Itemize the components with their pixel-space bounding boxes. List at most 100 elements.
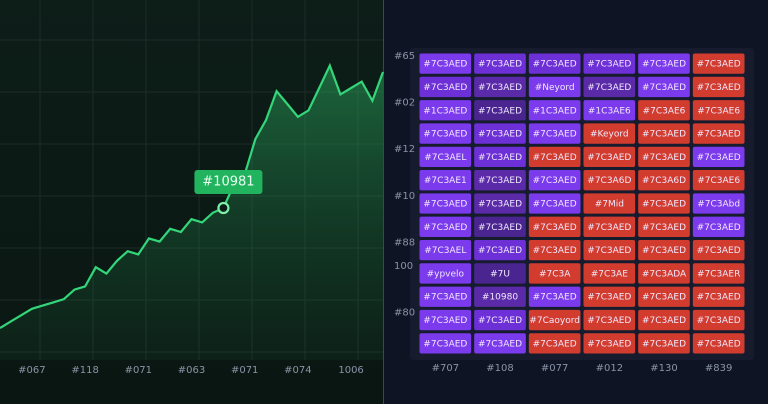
tile bbox=[638, 333, 690, 354]
tile bbox=[419, 100, 472, 121]
tile-label: #7C3AED bbox=[697, 60, 741, 70]
tile-label: #7C3AED bbox=[697, 223, 741, 233]
tile-label: #7C3AED bbox=[423, 60, 467, 70]
row-label: #65 bbox=[394, 51, 415, 62]
tile-label: #7C3AED bbox=[587, 246, 631, 256]
tile-label: #7C3AED bbox=[587, 223, 631, 233]
tile bbox=[583, 53, 636, 74]
tile-label: #7C3AED bbox=[642, 153, 686, 163]
tile bbox=[638, 146, 690, 168]
column-label: #108 bbox=[486, 363, 513, 374]
tile-label: #7C3AED bbox=[533, 246, 577, 256]
x-tick-label: #063 bbox=[178, 365, 205, 376]
tile-label: #7C3AED bbox=[423, 130, 467, 140]
tile-label: #7C3AED bbox=[642, 200, 686, 210]
tile-label: #7C3A6D bbox=[587, 176, 631, 186]
tile-label: #7C3Abd bbox=[697, 200, 740, 210]
tile-label: #7C3AED bbox=[533, 223, 577, 233]
tile-label: #7C3AED bbox=[697, 339, 741, 349]
tile bbox=[474, 53, 526, 74]
tile bbox=[583, 100, 636, 121]
tile-label: #7C3AEL bbox=[424, 153, 466, 163]
tile bbox=[474, 286, 526, 307]
tile-label: #7C3AED bbox=[642, 316, 686, 326]
column-label: #707 bbox=[432, 363, 459, 374]
tile bbox=[474, 333, 526, 354]
tile bbox=[638, 263, 690, 284]
tile-label: #7C3AED bbox=[533, 176, 577, 186]
tile-label: #7C3AE1 bbox=[424, 176, 467, 186]
tile bbox=[419, 170, 472, 191]
tile-label: #7C3AED bbox=[423, 339, 467, 349]
x-tick-label: #074 bbox=[284, 365, 311, 376]
tile bbox=[692, 146, 745, 168]
tile bbox=[638, 123, 690, 144]
row-label: 100 bbox=[394, 261, 413, 272]
tile bbox=[528, 76, 581, 98]
tile-label: #7C3AED bbox=[642, 130, 686, 140]
tile bbox=[528, 263, 581, 284]
tile bbox=[638, 216, 690, 237]
tile bbox=[474, 216, 526, 237]
tile-label: #7C3AE6 bbox=[697, 176, 740, 186]
tile-label: #7C3AED bbox=[423, 293, 467, 303]
tile-label: #7C3AE bbox=[591, 269, 628, 279]
tile bbox=[419, 123, 472, 144]
tile bbox=[419, 76, 472, 98]
tile-label: #7C3AED bbox=[533, 200, 577, 210]
tile bbox=[474, 100, 526, 121]
tile-label: #7C3AED bbox=[533, 339, 577, 349]
tile-label: #7C3AED bbox=[697, 293, 741, 303]
tile bbox=[419, 239, 472, 261]
tile bbox=[583, 170, 636, 191]
row-label: #10 bbox=[394, 191, 415, 202]
tile-label: #7C3AED bbox=[478, 176, 522, 186]
tile bbox=[419, 53, 472, 74]
x-tick-label: #071 bbox=[125, 365, 152, 376]
tile bbox=[474, 239, 526, 261]
tile-label: #7Caoyord bbox=[529, 316, 580, 326]
tile bbox=[419, 286, 472, 307]
tile bbox=[638, 193, 690, 214]
tile bbox=[419, 146, 472, 168]
tile bbox=[692, 333, 745, 354]
line-chart: #067 #118 #071 #063 #071 #074 1006 #10981 bbox=[0, 62, 385, 376]
tile bbox=[474, 123, 526, 144]
tile bbox=[692, 286, 745, 307]
tile bbox=[692, 263, 745, 284]
row-label: #80 bbox=[394, 307, 415, 318]
tile bbox=[474, 76, 526, 98]
tile-grid: #7C3AED #7C3AED #7C3AED #7C3AED #7C3AED #7C3A… bbox=[394, 51, 745, 374]
tile bbox=[638, 76, 690, 98]
tile bbox=[419, 309, 472, 331]
tile-label: #7C3AED bbox=[587, 60, 631, 70]
tile bbox=[583, 309, 636, 331]
x-tick-label: #071 bbox=[231, 365, 258, 376]
tile-label: #7C3AED bbox=[478, 316, 522, 326]
tile-label: #7C3AED bbox=[478, 223, 522, 233]
tile-label: #7C3AED bbox=[423, 223, 467, 233]
tile-label: #1C3AED bbox=[423, 106, 467, 116]
tile bbox=[528, 309, 581, 331]
tile-label: #7C3AED bbox=[587, 153, 631, 163]
tile bbox=[692, 309, 745, 331]
tile bbox=[528, 123, 581, 144]
tile bbox=[638, 286, 690, 307]
tile bbox=[474, 170, 526, 191]
tile bbox=[583, 286, 636, 307]
tile-label: #7C3AED bbox=[642, 60, 686, 70]
tile-label: #7C3AED bbox=[478, 106, 522, 116]
tile bbox=[528, 170, 581, 191]
tile bbox=[583, 193, 636, 214]
tile bbox=[692, 123, 745, 144]
tile bbox=[583, 123, 636, 144]
tooltip-text: #10981 bbox=[202, 175, 254, 190]
x-tick-label: #118 bbox=[71, 365, 98, 376]
column-label: #839 bbox=[705, 363, 732, 374]
tooltip-box bbox=[194, 170, 263, 194]
tile bbox=[638, 309, 690, 331]
tile-label: #Neyord bbox=[535, 83, 575, 93]
tile-label: #7C3AED bbox=[478, 339, 522, 349]
tile bbox=[692, 216, 745, 237]
tile bbox=[692, 76, 745, 98]
